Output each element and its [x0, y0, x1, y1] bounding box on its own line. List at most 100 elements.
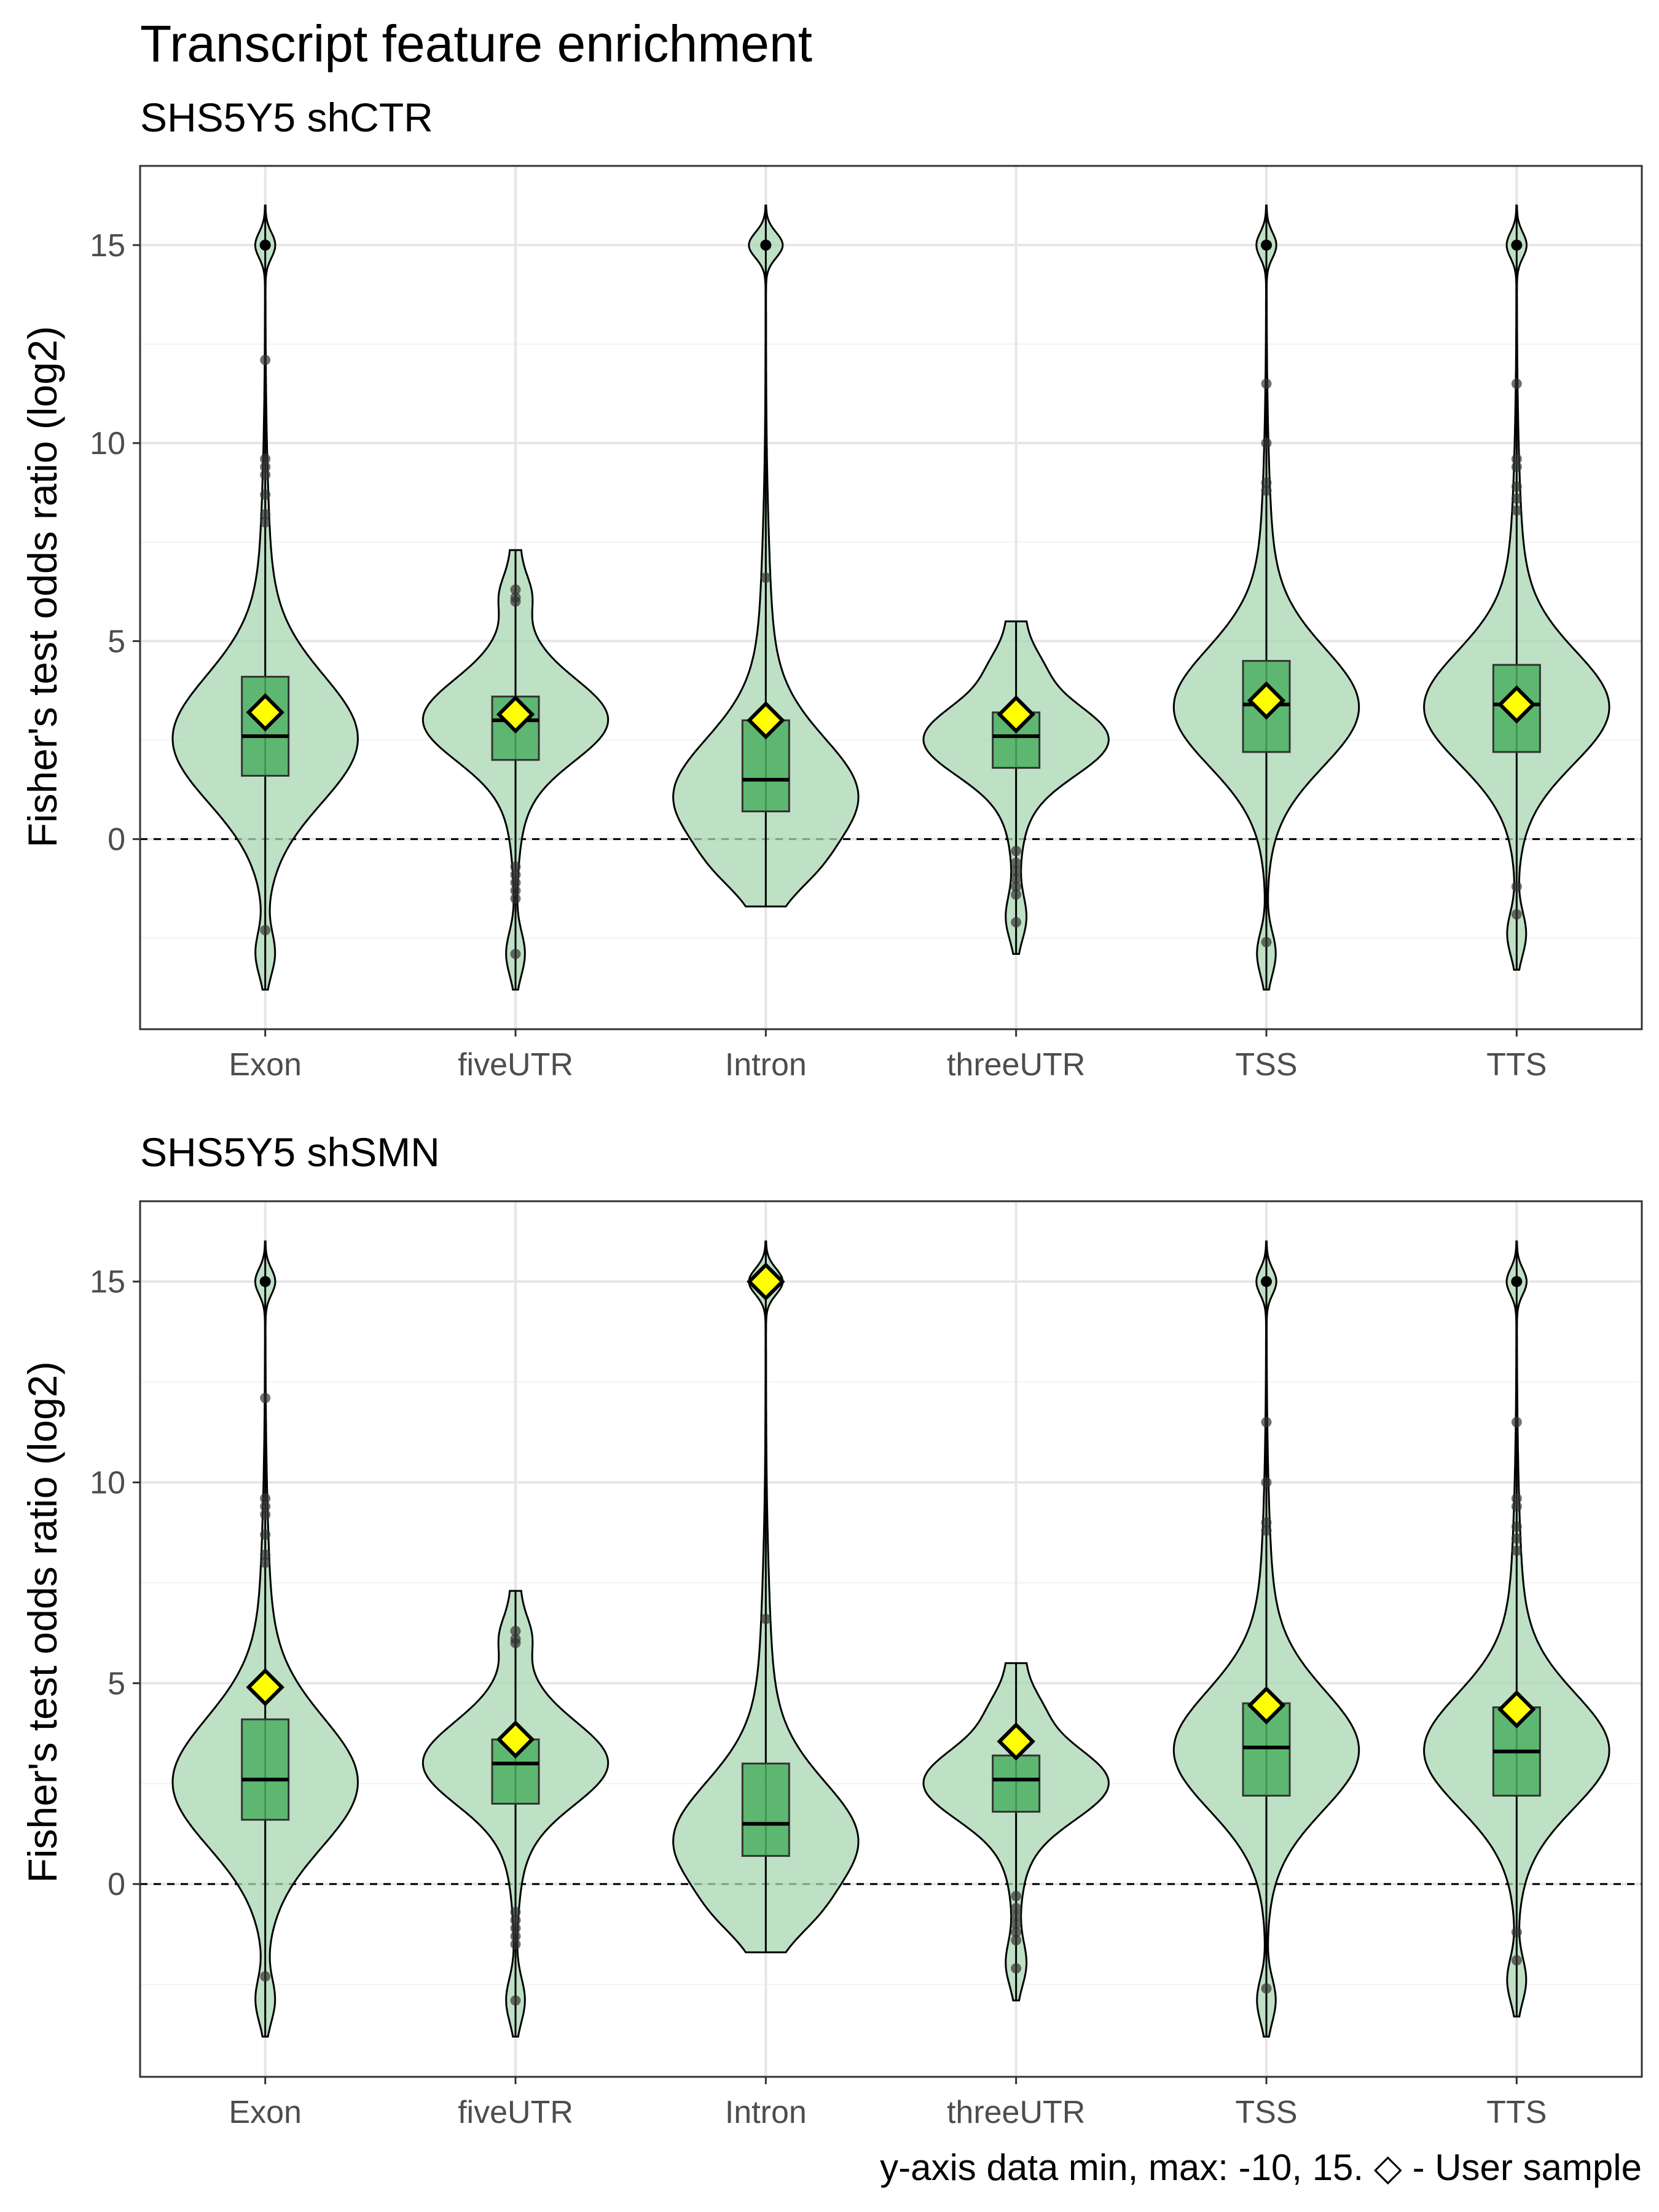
outlier-point	[510, 893, 521, 904]
plot-area: 0 5 10 15 Exon fiveUTR Intron threeUTR TSS TTS	[90, 1200, 1643, 2130]
y-tick-label: 0	[108, 1867, 125, 1902]
x-tick-label-tss: TSS	[1235, 2095, 1297, 2130]
user-sample-marker	[496, 1720, 535, 1759]
outlier-point	[510, 1931, 521, 1942]
outlier-point	[760, 239, 772, 251]
panel-border	[139, 165, 1643, 1030]
outlier-point	[1011, 1902, 1022, 1913]
y-axis-label: Fisher's test odds ratio (log2)	[20, 326, 65, 848]
outlier-point	[260, 925, 271, 936]
user-sample-marker	[747, 1262, 785, 1301]
x-tick-label-threeutr: threeUTR	[947, 2095, 1085, 2130]
user-sample-marker	[747, 701, 785, 740]
outlier-point	[260, 517, 271, 528]
outlier-point	[260, 1549, 271, 1560]
outlier-point	[1011, 917, 1022, 928]
y-tick-label: 5	[108, 1666, 125, 1701]
outlier-point	[760, 572, 771, 583]
outlier-point	[260, 1529, 271, 1540]
outlier-point	[1511, 1545, 1522, 1556]
user-sample-marker	[246, 1668, 284, 1707]
x-tick-label-fiveutr: fiveUTR	[458, 2095, 573, 2130]
user-sample-marker	[997, 695, 1035, 734]
outlier-point	[1511, 453, 1522, 465]
box	[241, 1718, 290, 1821]
outlier-point	[1511, 481, 1522, 492]
user-sample-marker	[496, 695, 535, 734]
y-tick-label: 10	[90, 426, 125, 461]
y-tick-label: 5	[108, 624, 125, 659]
outlier-point	[1261, 936, 1272, 947]
plot-area: 0 5 10 15 Exon fiveUTR Intron threeUTR TSS TTS	[90, 165, 1643, 1083]
outlier-point	[260, 489, 271, 500]
outlier-point	[1261, 1276, 1272, 1287]
outlier-point	[1011, 1935, 1022, 1946]
outlier-point	[1511, 1955, 1522, 1966]
chart-title: Transcript feature enrichment	[140, 15, 812, 73]
outlier-point	[260, 1392, 271, 1403]
outlier-point	[260, 355, 271, 366]
outlier-point	[1011, 889, 1022, 900]
outlier-point	[260, 509, 271, 520]
outlier-point	[260, 469, 271, 480]
y-tick-label: 15	[90, 228, 125, 264]
x-tick-label-tts: TTS	[1486, 2095, 1547, 2130]
outlier-point	[510, 1939, 521, 1950]
user-sample-marker	[1247, 681, 1286, 720]
outlier-point	[510, 596, 521, 607]
y-axis-label: Fisher's test odds ratio (log2)	[20, 1362, 65, 1883]
outlier-point	[1261, 437, 1272, 449]
panel-shctr: SHS5Y5 shCTR Fisher's test odds ratio (l…	[20, 95, 1643, 1083]
user-sample-marker	[1247, 1686, 1286, 1725]
outlier-point	[510, 1995, 521, 2006]
outlier-point	[1511, 881, 1522, 892]
outlier-point	[1011, 1891, 1022, 1902]
outlier-point	[1511, 505, 1522, 516]
outlier-point	[1511, 1533, 1522, 1544]
outlier-point	[510, 1625, 521, 1636]
x-tick-label-intron: Intron	[725, 2095, 807, 2130]
outlier-point	[259, 1276, 271, 1287]
outlier-point	[1261, 477, 1272, 488]
outlier-point	[260, 1971, 271, 1982]
outlier-point	[510, 885, 521, 896]
outlier-point	[1011, 1911, 1022, 1922]
outlier-point	[260, 1509, 271, 1520]
outlier-point	[1261, 485, 1272, 496]
outlier-point	[510, 1907, 521, 1918]
outlier-point	[1261, 1517, 1272, 1528]
panel-title: SHS5Y5 shSMN	[140, 1129, 440, 1175]
caption: y-axis data min, max: -10, 15. ◇ - User …	[880, 2147, 1642, 2188]
x-tick-label-tss: TSS	[1235, 1047, 1297, 1083]
outlier-point	[1511, 1417, 1522, 1428]
y-tick-label: 10	[90, 1465, 125, 1501]
outlier-point	[1511, 378, 1522, 389]
outlier-point	[510, 869, 521, 880]
outlier-point	[1011, 1919, 1022, 1930]
outlier-point	[1511, 1276, 1523, 1287]
outlier-point	[1511, 461, 1522, 473]
outlier-point	[260, 1493, 271, 1504]
outlier-point	[260, 453, 271, 465]
outlier-point	[510, 1923, 521, 1934]
outlier-point	[260, 1557, 271, 1568]
panel-border	[139, 1200, 1643, 2078]
outlier-point	[1511, 1493, 1522, 1504]
outlier-point	[760, 1614, 771, 1625]
outlier-point	[1011, 1963, 1022, 1974]
x-tick-label-fiveutr: fiveUTR	[458, 1047, 573, 1083]
outlier-point	[1511, 239, 1523, 251]
outlier-point	[1511, 1521, 1522, 1532]
outlier-point	[1261, 1983, 1272, 1994]
outlier-point	[1511, 1927, 1522, 1938]
outlier-point	[510, 949, 521, 960]
outlier-point	[510, 861, 521, 873]
user-sample-marker	[246, 693, 284, 732]
outlier-point	[259, 239, 271, 251]
outlier-point	[1261, 1525, 1272, 1536]
panel-title: SHS5Y5 shCTR	[140, 95, 433, 140]
x-tick-label-tts: TTS	[1486, 1047, 1547, 1083]
x-tick-label-intron: Intron	[725, 1047, 807, 1083]
y-tick-label: 0	[108, 822, 125, 858]
outlier-point	[1261, 239, 1272, 251]
